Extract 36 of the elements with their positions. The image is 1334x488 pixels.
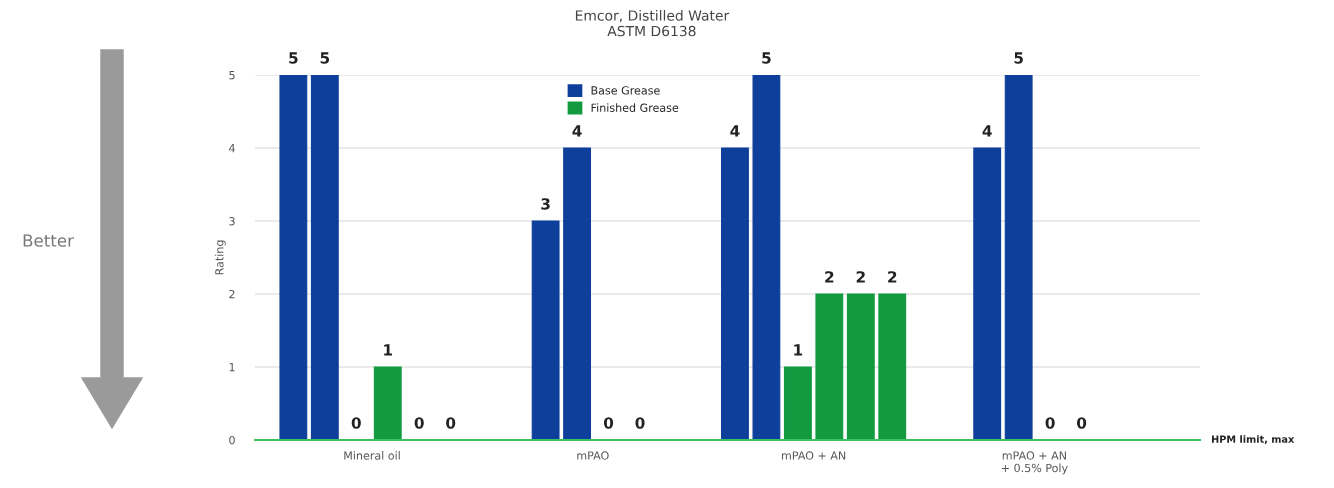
data-label: 4 bbox=[572, 125, 582, 137]
data-label: 0 bbox=[446, 417, 456, 429]
y-tick-label: 3 bbox=[229, 216, 235, 226]
data-label: 1 bbox=[794, 344, 803, 356]
legend-label: Base Grease bbox=[591, 86, 660, 95]
x-tick-label: mPAO + AN + 0.5% Poly bbox=[1001, 451, 1068, 475]
data-label: 4 bbox=[730, 125, 740, 137]
data-label: 5 bbox=[289, 52, 298, 64]
y-tick-label: 0 bbox=[229, 435, 235, 445]
x-tick-label: mPAO + AN bbox=[781, 451, 846, 460]
y-tick-label: 4 bbox=[229, 144, 235, 153]
text: HPM limit, max bbox=[1212, 435, 1295, 445]
y-tick-label: 5 bbox=[229, 71, 235, 80]
data-label: 4 bbox=[982, 125, 992, 137]
legend-label: Finished Grease bbox=[591, 103, 679, 112]
y-tick-label: 2 bbox=[229, 289, 235, 299]
x-tick-label: Mineral oil bbox=[344, 451, 400, 460]
data-label: 0 bbox=[351, 417, 361, 429]
data-label: 3 bbox=[541, 198, 550, 210]
data-label: 0 bbox=[414, 417, 424, 429]
data-label: 2 bbox=[888, 271, 897, 283]
y-axis-title: Rating bbox=[214, 240, 226, 275]
data-label: 5 bbox=[320, 52, 330, 64]
data-label: 2 bbox=[856, 271, 865, 283]
data-label: 5 bbox=[1014, 52, 1023, 64]
data-label: 5 bbox=[762, 52, 771, 64]
text: Better bbox=[23, 234, 74, 247]
chart-title: Emcor, Distilled Water ASTM D6138 bbox=[575, 10, 730, 37]
data-label: 0 bbox=[635, 417, 645, 429]
data-label: 1 bbox=[384, 344, 393, 356]
data-label: 2 bbox=[825, 271, 834, 283]
x-tick-label: mPAO bbox=[577, 451, 609, 460]
data-label: 0 bbox=[1077, 417, 1087, 429]
data-label: 0 bbox=[1045, 417, 1055, 429]
y-tick-label: 1 bbox=[229, 363, 235, 372]
data-label: 0 bbox=[603, 417, 614, 429]
